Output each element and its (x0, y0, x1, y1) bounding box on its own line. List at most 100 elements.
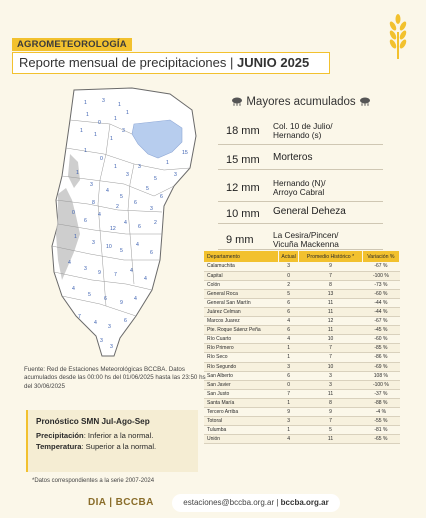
cell-actual: 4 (278, 434, 299, 445)
accumulated-mm: 10 mm (226, 208, 260, 220)
cell-variacion: -55 % (362, 416, 400, 427)
title-month: JUNIO 2025 (237, 55, 310, 70)
svg-text:3: 3 (126, 172, 129, 178)
table-row: Río Segundo 3 10 -69 % (204, 362, 400, 372)
table-row: San Alberto 6 3 108 % (204, 371, 400, 381)
cell-departamento: Río Segundo (204, 362, 279, 372)
cell-variacion: -73 % (362, 280, 400, 290)
footer-site[interactable]: bccba.org.ar (280, 498, 329, 507)
cell-promedio: 11 (298, 389, 363, 399)
cell-promedio: 3 (298, 380, 363, 390)
cell-promedio: 11 (298, 307, 363, 318)
svg-text:15: 15 (182, 150, 188, 156)
cell-actual: 3 (278, 262, 299, 272)
cell-actual: 1 (278, 352, 299, 363)
svg-text:3: 3 (84, 266, 87, 272)
svg-text:6: 6 (150, 250, 153, 256)
department-table: Departamento Actual Promedio Histórico *… (204, 251, 401, 445)
col-actual: Actual (278, 251, 300, 262)
table-row: San Javier 0 3 -100 % (204, 380, 400, 390)
cell-actual: 4 (278, 334, 299, 345)
cell-actual: 0 (278, 380, 299, 390)
lake-mar-chiquita (131, 119, 183, 159)
svg-text:3: 3 (122, 128, 125, 134)
svg-text:5: 5 (120, 248, 123, 254)
cell-promedio: 10 (298, 334, 363, 345)
cell-actual: 6 (278, 371, 299, 381)
accumulated-mm: 18 mm (226, 125, 260, 137)
table-row: Juárez Celman 6 11 -44 % (204, 307, 400, 318)
col-departamento: Departamento (204, 251, 279, 262)
cell-variacion: -45 % (362, 325, 400, 336)
svg-text:6: 6 (138, 224, 141, 230)
cell-departamento: Calamuchita (204, 262, 279, 272)
cell-variacion: 108 % (362, 371, 400, 381)
forecast-box: Pronóstico SMN Jul-Ago-Sep Precipitación… (26, 410, 198, 472)
svg-text:12: 12 (110, 226, 116, 232)
cell-actual: 2 (278, 280, 299, 290)
svg-text:1: 1 (80, 128, 83, 134)
table-row: Calamuchita 3 9 -67 % (204, 262, 400, 272)
table-row: Pte. Roque Sáenz Peña 6 11 -45 % (204, 325, 400, 336)
svg-text:6: 6 (134, 200, 137, 206)
cell-variacion: -44 % (362, 298, 400, 308)
svg-text:1: 1 (86, 112, 89, 118)
svg-text:4: 4 (134, 296, 137, 302)
cell-departamento: Marcos Juarez (204, 316, 279, 327)
cell-departamento: Pte. Roque Sáenz Peña (204, 325, 279, 336)
page-title: Reporte mensual de precipitaciones | JUN… (12, 52, 330, 74)
accumulated-row: 10 mm General Deheza (218, 202, 383, 224)
cell-actual: 1 (278, 398, 299, 409)
forecast-title: Pronóstico SMN Jul-Ago-Sep (36, 417, 150, 426)
accumulated-location: Morteros (273, 152, 313, 163)
cell-actual: 7 (278, 389, 299, 399)
footer-contact[interactable]: estaciones@bccba.org.ar | bccba.org.ar (172, 494, 340, 512)
table-row: Tulumba 1 5 -81 % (204, 425, 400, 436)
svg-text:9: 9 (120, 300, 123, 306)
svg-text:3: 3 (102, 98, 105, 104)
cell-promedio: 9 (298, 407, 363, 418)
svg-text:3: 3 (138, 164, 141, 170)
cell-actual: 1 (278, 343, 299, 354)
svg-text:1: 1 (74, 234, 77, 240)
table-row: Colón 2 8 -73 % (204, 280, 400, 290)
cell-promedio: 10 (298, 362, 363, 372)
table-row: Unión 4 11 -65 % (204, 434, 400, 445)
svg-text:1: 1 (166, 160, 169, 166)
rain-cloud-icon (359, 97, 370, 107)
svg-text:3: 3 (108, 324, 111, 330)
table-row: San Justo 7 11 -37 % (204, 389, 400, 399)
svg-text:0: 0 (100, 156, 103, 162)
svg-text:6: 6 (84, 218, 87, 224)
accumulated-row: 9 mm La Cesira/Pincen/ Vicuña Mackenna (218, 228, 383, 250)
table-row: Capital 0 7 -100 % (204, 271, 400, 281)
svg-text:4: 4 (124, 220, 127, 226)
svg-text:5: 5 (146, 186, 149, 192)
svg-text:1: 1 (126, 110, 129, 116)
accumulated-mm: 12 mm (226, 182, 260, 194)
svg-text:1: 1 (114, 164, 117, 170)
cell-promedio: 7 (298, 352, 363, 363)
accumulated-location: Hernando (N)/ Arroyo Cabral (273, 178, 326, 198)
cell-actual: 3 (278, 362, 299, 372)
svg-text:1: 1 (84, 100, 87, 106)
cell-departamento: Río Primero (204, 343, 279, 354)
svg-text:4: 4 (130, 268, 133, 274)
cell-variacion: -37 % (362, 389, 400, 399)
cell-actual: 3 (278, 416, 299, 427)
rain-cloud-icon (232, 97, 243, 107)
footer-brand: DIA | BCCBA (88, 497, 154, 508)
svg-text:9: 9 (98, 270, 101, 276)
cell-departamento: San Alberto (204, 371, 279, 381)
svg-text:1: 1 (118, 102, 121, 108)
svg-text:6: 6 (160, 194, 163, 200)
table-row: Totoral 3 7 -55 % (204, 416, 400, 427)
svg-text:0: 0 (72, 210, 75, 216)
cell-variacion: -67 % (362, 262, 400, 272)
svg-text:4: 4 (98, 212, 101, 218)
cell-variacion: -88 % (362, 398, 400, 409)
cell-promedio: 5 (298, 425, 363, 436)
cell-departamento: Juárez Celman (204, 307, 279, 318)
cell-promedio: 8 (298, 280, 363, 290)
footer-email[interactable]: estaciones@bccba.org.ar (183, 498, 275, 507)
